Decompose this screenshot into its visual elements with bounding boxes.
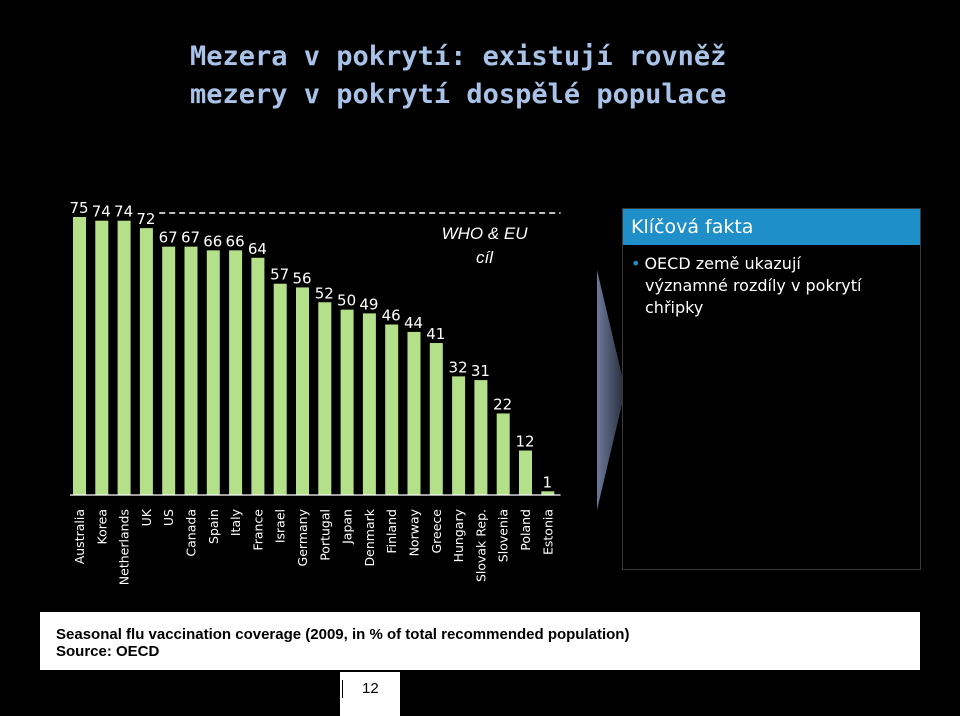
bar-australia <box>73 217 86 495</box>
value-label: 49 <box>359 295 378 313</box>
bar-finland <box>385 324 399 495</box>
value-label: 41 <box>426 325 445 343</box>
value-label: 64 <box>248 240 267 258</box>
bar-spain <box>206 250 220 495</box>
key-facts-body: • OECD země ukazují významné rozdíly v po… <box>623 245 920 319</box>
category-label: Norway <box>407 508 422 556</box>
bar-korea <box>95 220 109 495</box>
caption-source: Source: OECD <box>56 643 160 660</box>
category-label: Australia <box>72 509 87 564</box>
bar-slovenia <box>496 413 510 495</box>
category-label: Denmark <box>362 508 377 566</box>
value-label: 44 <box>404 314 423 332</box>
value-label: 1 <box>543 473 553 491</box>
bar-hungary <box>452 376 466 495</box>
category-label: France <box>250 509 265 551</box>
page-number-box: 12 <box>340 672 400 716</box>
bar-france <box>251 257 265 495</box>
key-facts-panel: Klíčová fakta • OECD země ukazují významn… <box>622 208 921 570</box>
category-label: Estonia <box>540 509 555 555</box>
category-label: UK <box>139 508 154 526</box>
bar-slovak-rep <box>474 380 488 495</box>
title-line-2: mezery v pokrytí dospělé populace <box>190 79 727 110</box>
category-label: Netherlands <box>117 509 132 585</box>
callout-arrow-icon <box>597 270 623 510</box>
value-label: 74 <box>92 203 111 221</box>
slide-title: Mezera v pokrytí: existují rovněž mezery… <box>190 38 930 114</box>
bar-germany <box>296 287 309 495</box>
category-label: US <box>161 509 176 526</box>
category-label: Israel <box>273 509 288 543</box>
key-facts-header: Klíčová fakta <box>623 209 920 245</box>
bar-italy <box>229 250 243 495</box>
category-label: Spain <box>206 509 221 544</box>
value-label: 52 <box>315 284 334 302</box>
value-label: 74 <box>114 203 133 221</box>
category-label: Slovak Rep. <box>473 509 488 582</box>
category-label: Slovenia <box>496 509 511 562</box>
value-label: 67 <box>181 229 200 247</box>
category-label: Canada <box>184 509 199 557</box>
bar-greece <box>429 343 443 495</box>
bar-us <box>162 246 176 495</box>
title-line-1: Mezera v pokrytí: existují rovněž <box>190 41 727 72</box>
key-fact-line-2: významné rozdíly v pokrytí <box>645 276 862 295</box>
bullet-icon: • <box>631 254 641 273</box>
value-label: 22 <box>493 395 512 413</box>
bar-portugal <box>318 302 332 495</box>
value-label: 56 <box>292 269 311 287</box>
category-label: Hungary <box>451 508 466 562</box>
caption-line-1: Seasonal flu vaccination coverage (2009,… <box>56 626 630 643</box>
value-label: 72 <box>136 210 155 228</box>
value-label: 66 <box>226 232 245 250</box>
bar-poland <box>519 450 532 495</box>
bar-canada <box>184 246 198 495</box>
bar-uk <box>139 228 153 495</box>
category-label: Greece <box>429 509 444 554</box>
category-label: Germany <box>295 508 310 566</box>
value-label: 57 <box>270 266 289 284</box>
page-number: 12 <box>362 680 379 697</box>
value-label: 32 <box>449 358 468 376</box>
chart-caption: Seasonal flu vaccination coverage (2009,… <box>40 612 920 670</box>
category-label: Portugal <box>317 509 332 561</box>
bar-estonia <box>541 491 555 495</box>
value-label: 50 <box>337 292 356 310</box>
key-fact-line-1: OECD země ukazují <box>644 254 801 273</box>
category-label: Poland <box>518 509 533 551</box>
value-label: 46 <box>382 306 401 324</box>
category-label: Japan <box>340 509 355 545</box>
category-label: Finland <box>384 509 399 554</box>
value-label: 12 <box>515 433 534 451</box>
value-label: 66 <box>203 232 222 250</box>
bar-netherlands <box>117 220 131 495</box>
bar-japan <box>340 309 354 495</box>
value-label: 75 <box>69 199 88 217</box>
key-fact-line-3: chřipky <box>645 298 704 317</box>
target-label-sub: cíl <box>476 248 494 267</box>
bar-israel <box>273 283 287 495</box>
value-label: 67 <box>159 229 178 247</box>
category-label: Korea <box>94 509 109 544</box>
value-label: 31 <box>471 362 490 380</box>
bar-norway <box>407 331 421 495</box>
bar-denmark <box>362 313 376 495</box>
target-label: WHO & EU <box>442 224 529 243</box>
category-label: Italy <box>228 508 243 536</box>
